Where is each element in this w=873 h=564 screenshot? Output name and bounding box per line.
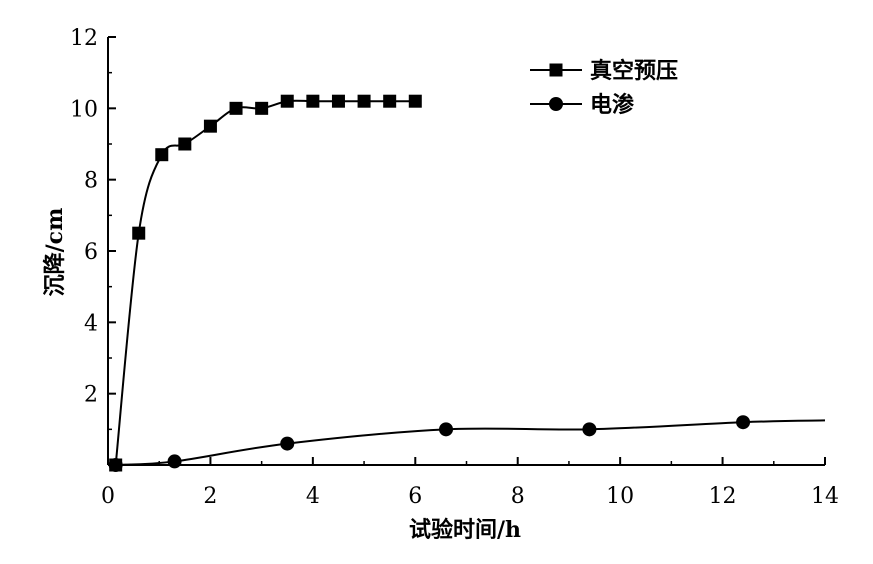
axes: 0 2 4 6 8 10 12 14 2 4 6 8 10 12 bbox=[70, 26, 839, 509]
y-tick-label: 6 bbox=[84, 240, 98, 265]
legend-marker bbox=[549, 63, 563, 77]
x-tick-label: 2 bbox=[203, 484, 217, 509]
legend-label: 真空预压 bbox=[590, 58, 678, 84]
data-point bbox=[439, 422, 454, 437]
y-tick-label: 2 bbox=[84, 383, 98, 408]
series-1 bbox=[109, 94, 422, 472]
y-tick-label: 12 bbox=[70, 26, 98, 51]
y-axis-title: 沉降/cm bbox=[42, 208, 68, 297]
x-tick-label: 4 bbox=[306, 484, 320, 509]
data-point bbox=[280, 436, 295, 451]
x-tick-label: 8 bbox=[511, 484, 525, 509]
data-point bbox=[108, 458, 123, 472]
x-tick-label: 10 bbox=[606, 484, 634, 509]
y-tick-label: 8 bbox=[84, 169, 98, 194]
data-point bbox=[582, 422, 597, 437]
x-tick-label: 14 bbox=[811, 484, 839, 509]
x-axis-title: 试验时间/h bbox=[409, 517, 521, 543]
series-line bbox=[115, 419, 826, 466]
data-point bbox=[155, 148, 169, 162]
data-point bbox=[178, 137, 192, 151]
data-point bbox=[331, 94, 345, 108]
data-point bbox=[306, 94, 320, 108]
data-point bbox=[167, 454, 182, 469]
data-point bbox=[280, 94, 294, 108]
legend-marker bbox=[549, 97, 563, 111]
legend-item: 真空预压 bbox=[530, 58, 678, 84]
data-point bbox=[383, 94, 397, 108]
legend-item: 电渗 bbox=[530, 92, 635, 118]
x-tick-label: 12 bbox=[709, 484, 737, 509]
x-tick-label: 6 bbox=[408, 484, 422, 509]
series-2 bbox=[108, 415, 826, 472]
y-tick-label: 4 bbox=[84, 311, 98, 336]
x-tick-label: 0 bbox=[101, 484, 115, 509]
legend-label: 电渗 bbox=[590, 92, 635, 118]
series-layer bbox=[108, 94, 826, 472]
data-point bbox=[736, 415, 751, 430]
data-point bbox=[255, 101, 269, 115]
data-point bbox=[357, 94, 371, 108]
data-point bbox=[203, 119, 217, 133]
data-point bbox=[408, 94, 422, 108]
data-point bbox=[132, 226, 146, 240]
y-tick-label: 10 bbox=[70, 97, 98, 122]
data-point bbox=[229, 101, 243, 115]
